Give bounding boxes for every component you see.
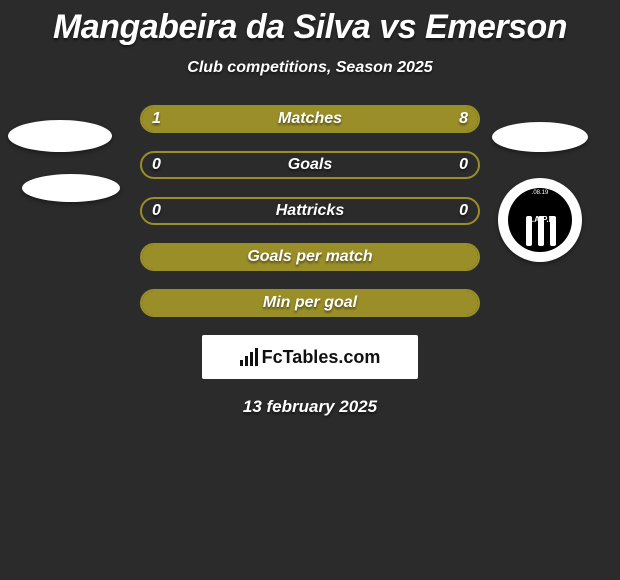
page-title: Mangabeira da Silva vs Emerson [0,0,620,47]
stat-label: Matches [140,105,480,133]
player-badge-left [8,120,112,152]
stat-label: Min per goal [140,289,480,317]
stat-value-left: 0 [152,197,161,225]
stat-value-right: 0 [459,151,468,179]
stat-label: Hattricks [140,197,480,225]
stat-row: Goals per match [140,243,480,271]
player-badge-right [492,122,588,152]
branding-label: FcTables.com [262,347,381,368]
club-logo-arc-text: .08.19 [532,190,549,196]
stat-value-left: 0 [152,151,161,179]
page-subtitle: Club competitions, Season 2025 [0,59,620,77]
branding-badge: FcTables.com [202,335,418,379]
stat-label: Goals per match [140,243,480,271]
stat-value-right: 0 [459,197,468,225]
bar-chart-icon [240,348,258,366]
club-logo: .08.19A.A.P.P [498,178,582,262]
date-label: 13 february 2025 [0,397,620,417]
stats-area: .08.19A.A.P.P Matches18Goals00Hattricks0… [0,105,620,417]
stat-row: Hattricks0 0 [140,197,480,225]
club-logo-stripe [526,216,532,246]
club-logo-stripe [550,216,556,246]
club-logo-stripe [538,216,544,246]
stat-row: Goals0 0 [140,151,480,179]
club-logo-inner: .08.19A.A.P.P [508,188,572,252]
stat-value-left: 1 [152,105,161,133]
player-badge-left [22,174,120,202]
stat-value-right: 8 [459,105,468,133]
stat-row: Matches1 8 [140,105,480,133]
stat-row: Min per goal [140,289,480,317]
stat-label: Goals [140,151,480,179]
